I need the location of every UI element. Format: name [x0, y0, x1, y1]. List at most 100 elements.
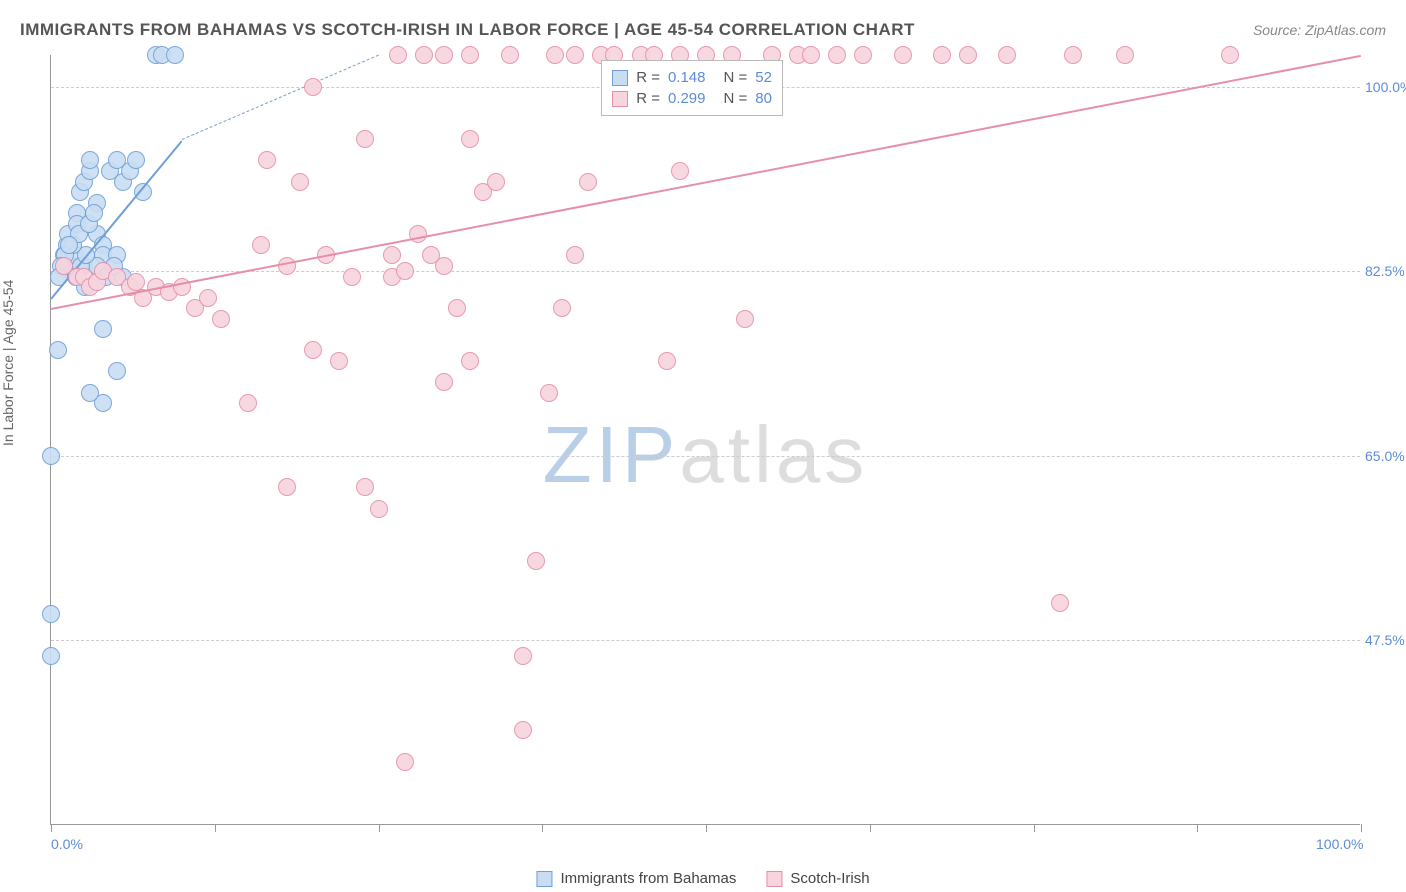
n-value: 80 — [755, 90, 772, 107]
data-point — [85, 204, 103, 222]
data-point — [396, 262, 414, 280]
data-point — [527, 552, 545, 570]
trend-line — [182, 55, 379, 140]
data-point — [356, 478, 374, 496]
data-point — [854, 46, 872, 64]
data-point — [396, 753, 414, 771]
data-point — [566, 246, 584, 264]
data-point — [514, 721, 532, 739]
correlation-legend: R =0.148N =52R =0.299N =80 — [601, 60, 783, 116]
data-point — [1051, 594, 1069, 612]
data-point — [383, 246, 401, 264]
n-label: N = — [724, 90, 748, 107]
correlation-row: R =0.299N =80 — [612, 88, 772, 109]
data-point — [389, 46, 407, 64]
data-point — [514, 647, 532, 665]
legend-swatch-icon — [766, 871, 782, 887]
data-point — [802, 46, 820, 64]
data-point — [1116, 46, 1134, 64]
legend-bottom: Immigrants from Bahamas Scotch-Irish — [536, 870, 869, 887]
data-point — [252, 236, 270, 254]
data-point — [461, 46, 479, 64]
data-point — [42, 447, 60, 465]
data-point — [409, 225, 427, 243]
data-point — [553, 299, 571, 317]
y-tick-label: 82.5% — [1365, 263, 1406, 279]
data-point — [343, 268, 361, 286]
data-point — [127, 151, 145, 169]
data-point — [959, 46, 977, 64]
gridline-horizontal — [51, 640, 1360, 641]
data-point — [81, 384, 99, 402]
data-point — [448, 299, 466, 317]
data-point — [278, 478, 296, 496]
data-point — [356, 130, 374, 148]
data-point — [49, 341, 67, 359]
x-tick — [706, 824, 707, 832]
data-point — [933, 46, 951, 64]
x-tick — [1361, 824, 1362, 832]
data-point — [212, 310, 230, 328]
data-point — [415, 46, 433, 64]
n-value: 52 — [755, 69, 772, 86]
data-point — [330, 352, 348, 370]
chart-title: IMMIGRANTS FROM BAHAMAS VS SCOTCH-IRISH … — [20, 20, 915, 40]
r-label: R = — [636, 90, 660, 107]
data-point — [304, 78, 322, 96]
x-tick — [379, 824, 380, 832]
x-tick-label: 0.0% — [51, 836, 83, 852]
x-tick — [1197, 824, 1198, 832]
data-point — [828, 46, 846, 64]
data-point — [370, 500, 388, 518]
data-point — [108, 362, 126, 380]
data-point — [291, 173, 309, 191]
gridline-horizontal — [51, 456, 1360, 457]
r-label: R = — [636, 69, 660, 86]
watermark-pre: ZIP — [543, 410, 679, 499]
legend-item-bahamas: Immigrants from Bahamas — [536, 870, 736, 887]
legend-label: Scotch-Irish — [790, 870, 869, 887]
legend-swatch-icon — [612, 70, 628, 86]
legend-swatch-icon — [612, 91, 628, 107]
data-point — [199, 289, 217, 307]
data-point — [1064, 46, 1082, 64]
source-attribution: Source: ZipAtlas.com — [1253, 22, 1386, 38]
data-point — [461, 130, 479, 148]
x-tick — [542, 824, 543, 832]
data-point — [81, 151, 99, 169]
data-point — [435, 373, 453, 391]
scatter-plot-area: ZIPatlas 47.5%65.0%82.5%100.0%0.0%100.0%… — [50, 55, 1360, 825]
title-bar: IMMIGRANTS FROM BAHAMAS VS SCOTCH-IRISH … — [20, 20, 1386, 40]
y-axis-title: In Labor Force | Age 45-54 — [0, 280, 16, 446]
x-tick — [215, 824, 216, 832]
legend-label: Immigrants from Bahamas — [560, 870, 736, 887]
data-point — [998, 46, 1016, 64]
data-point — [461, 352, 479, 370]
data-point — [1221, 46, 1239, 64]
data-point — [579, 173, 597, 191]
data-point — [258, 151, 276, 169]
data-point — [304, 341, 322, 359]
y-tick-label: 100.0% — [1365, 79, 1406, 95]
x-tick — [870, 824, 871, 832]
data-point — [546, 46, 564, 64]
x-tick-label: 100.0% — [1316, 836, 1363, 852]
data-point — [435, 257, 453, 275]
data-point — [435, 46, 453, 64]
data-point — [239, 394, 257, 412]
data-point — [166, 46, 184, 64]
correlation-row: R =0.148N =52 — [612, 67, 772, 88]
data-point — [94, 320, 112, 338]
data-point — [736, 310, 754, 328]
data-point — [566, 46, 584, 64]
legend-item-scotch-irish: Scotch-Irish — [766, 870, 869, 887]
data-point — [60, 236, 78, 254]
watermark-post: atlas — [679, 410, 868, 499]
y-tick-label: 65.0% — [1365, 448, 1406, 464]
data-point — [671, 162, 689, 180]
y-tick-label: 47.5% — [1365, 632, 1406, 648]
data-point — [42, 605, 60, 623]
data-point — [487, 173, 505, 191]
legend-swatch-icon — [536, 871, 552, 887]
x-tick — [1034, 824, 1035, 832]
